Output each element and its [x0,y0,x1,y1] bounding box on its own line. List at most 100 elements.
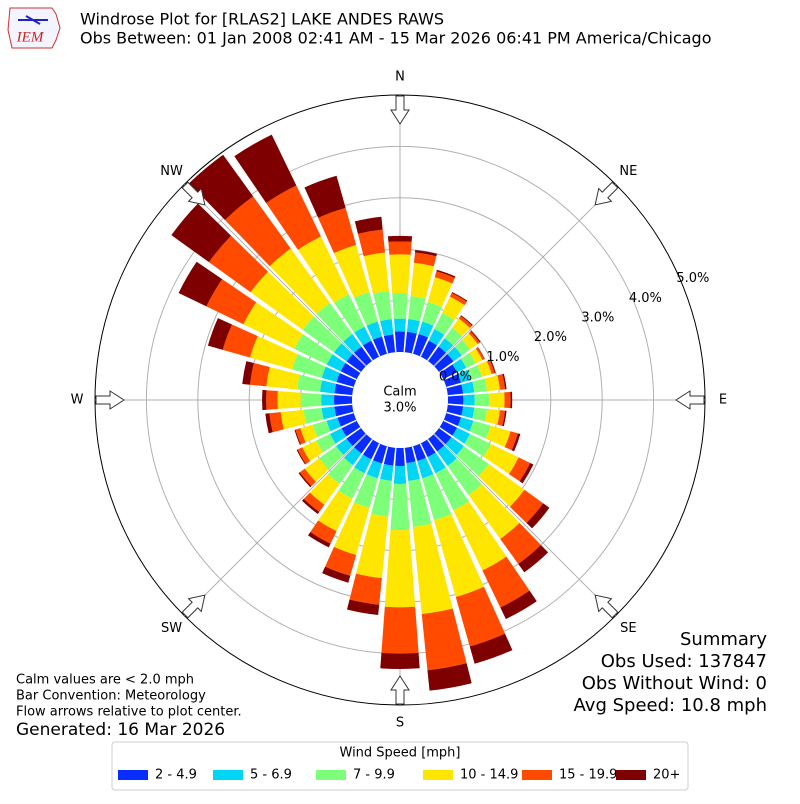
bar-segment [468,331,480,344]
bar-segment [420,340,438,361]
grid-spoke [183,183,367,367]
bar-segment [472,407,488,422]
bar-segment [316,433,336,453]
bar-segment [321,406,337,420]
bar-segment [439,420,458,436]
bar-segment [447,395,464,405]
bar-segment [353,474,378,509]
bar-segment [475,347,485,361]
chart-subtitle: Obs Between: 01 Jan 2008 02:41 AM - 15 M… [80,29,712,48]
bar-segment [333,343,353,362]
flow-arrow [594,181,619,206]
bar-segment [394,318,406,332]
legend-swatch [423,770,453,780]
bar-segment [353,346,372,366]
bar-segment [461,406,475,419]
bar-segment [318,207,357,254]
bar-segment [452,358,467,373]
bar-segment [428,346,447,366]
summary-line: Avg Speed: 10.8 mph [574,695,767,716]
logo: IEM [7,7,61,49]
bar-segment [526,503,550,529]
compass-label: SW [161,621,182,636]
legend-label: 15 - 19.9 [559,768,617,783]
bar-segment [383,334,396,354]
bar-segment [408,295,426,322]
bar-segment [337,413,357,427]
bar-segment [519,462,534,484]
bar-segment [484,375,500,392]
r-tick-label: 5.0% [676,271,709,286]
bar-segment [439,364,458,380]
bar-segment [421,608,467,671]
bar-segment [304,458,329,482]
bar-segment [477,360,492,377]
bar-segment [333,245,370,298]
bar-segment [457,417,474,432]
bar-segment [353,434,372,454]
bar-segment [171,203,232,263]
bar-segment [321,394,335,406]
legend-label: 20+ [653,768,680,783]
bar-segment [469,348,483,364]
bar-segment [434,312,455,335]
note: Calm values are < 2.0 mph [16,673,194,688]
bar-segment [380,319,394,337]
r-tick-label: 2.0% [534,330,567,345]
bar-segment [393,465,407,484]
bar-segment [456,446,489,477]
bar-segment [418,321,434,338]
legend-swatch [522,770,552,780]
bar-segment [329,428,347,444]
bar-segment [477,347,485,360]
legend-swatch [213,770,243,780]
compass-label: E [719,393,727,408]
bar-segment [497,410,506,426]
bar-segment [372,336,387,357]
bar-segment [346,353,366,372]
bar-segment [334,395,353,405]
bar-segment [413,443,426,462]
bar-segment [461,381,475,394]
bar-segment [277,391,301,409]
bar-segment [500,590,537,620]
bar-segment [354,454,372,474]
summary-line: Obs Used: 137847 [601,651,767,672]
bar-segment [341,420,361,437]
bar-segment [500,522,541,564]
bar-segment [366,460,383,479]
bar-segment [380,652,420,670]
chart-title: Windrose Plot for [RLAS2] LAKE ANDES RAW… [80,10,444,29]
bar-segment [408,478,432,528]
bar-segment [300,392,322,408]
bar-segment [483,443,519,475]
compass-label: S [396,716,404,731]
bar-segment [444,327,463,346]
bar-segment [302,440,323,462]
bar-segment [334,294,365,333]
bar-segment [363,252,389,294]
bar-segment [269,248,330,314]
flow-arrow [181,181,206,206]
note: Flow arrows relative to plot center. [16,705,242,720]
bar-segment [413,334,429,357]
compass-label: NE [619,164,637,179]
bar-segment [442,296,465,320]
bar-segment [388,241,412,255]
bar-segment [510,391,513,409]
bar-segment [457,369,471,383]
bar-segment [308,531,331,548]
bar-segment [295,428,306,445]
bar-segment [489,359,496,374]
bar-segment [346,599,380,615]
bar-segment [395,447,405,466]
bar-segment [497,374,506,390]
summary-line: Obs Without Wind: 0 [582,673,767,694]
note: Bar Convention: Meteorology [16,689,206,704]
bar-segment [390,483,410,531]
compass-label: W [71,393,84,408]
logo-icon [18,15,48,25]
bar-segment [417,457,434,479]
bar-segment [427,663,472,691]
